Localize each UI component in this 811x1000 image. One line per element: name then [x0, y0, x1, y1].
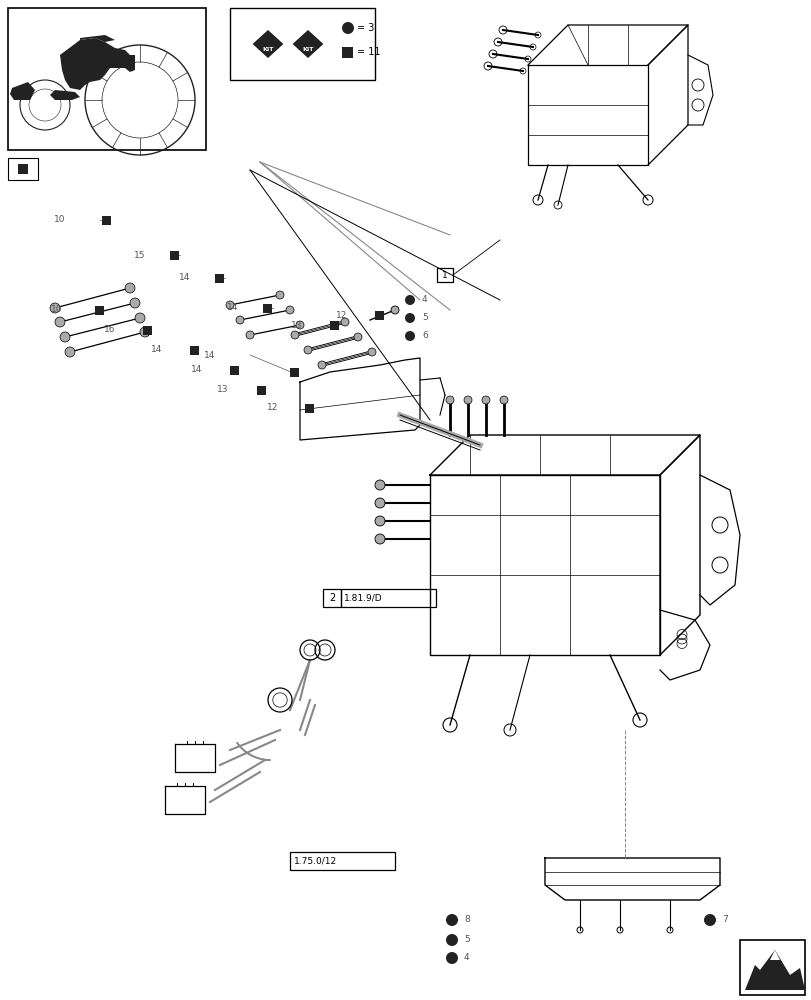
Circle shape [445, 952, 457, 964]
Circle shape [225, 301, 234, 309]
Circle shape [445, 914, 457, 926]
Text: KIT: KIT [262, 47, 273, 52]
Text: 13: 13 [217, 385, 228, 394]
Circle shape [375, 498, 384, 508]
Circle shape [125, 283, 135, 293]
Text: 1.75.0/12: 1.75.0/12 [294, 856, 337, 865]
Circle shape [303, 346, 311, 354]
Circle shape [354, 333, 362, 341]
Text: 13: 13 [290, 320, 302, 330]
Polygon shape [292, 30, 323, 58]
Bar [8, 8, 206, 150]
Text: 10: 10 [50, 306, 62, 314]
Circle shape [375, 534, 384, 544]
Circle shape [463, 396, 471, 404]
Circle shape [445, 396, 453, 404]
Circle shape [139, 327, 150, 337]
Bar [305, 403, 314, 412]
Text: 4: 4 [463, 953, 469, 962]
Circle shape [318, 361, 325, 369]
Circle shape [65, 347, 75, 357]
Text: KIT: KIT [302, 47, 313, 52]
Bar [8, 158, 38, 180]
Text: 5: 5 [463, 935, 470, 944]
Circle shape [367, 348, 375, 356]
Bar [341, 589, 436, 607]
Circle shape [341, 22, 354, 34]
Circle shape [482, 396, 489, 404]
Text: 1.81.9/D: 1.81.9/D [344, 593, 382, 602]
Circle shape [236, 316, 243, 324]
Text: 6: 6 [422, 332, 427, 340]
Text: 7: 7 [721, 915, 727, 924]
Text: 10: 10 [54, 216, 65, 225]
Bar [257, 385, 266, 394]
Circle shape [405, 331, 414, 341]
Bar [290, 367, 299, 376]
Polygon shape [744, 950, 804, 990]
Bar [144, 326, 152, 334]
Text: 16: 16 [103, 326, 115, 334]
Circle shape [500, 396, 508, 404]
Bar [739, 940, 804, 995]
Text: = 11: = 11 [357, 47, 380, 57]
Polygon shape [50, 90, 80, 100]
Polygon shape [80, 35, 115, 42]
Circle shape [375, 516, 384, 526]
Bar [191, 346, 200, 355]
Text: 14: 14 [226, 304, 238, 312]
Text: 14: 14 [150, 346, 162, 355]
Text: 14: 14 [178, 273, 190, 282]
Text: 1: 1 [441, 270, 448, 279]
Circle shape [445, 934, 457, 946]
Bar [230, 365, 239, 374]
Circle shape [276, 291, 284, 299]
Circle shape [246, 331, 254, 339]
Bar [323, 589, 341, 607]
Circle shape [296, 321, 303, 329]
Text: 14: 14 [191, 365, 202, 374]
Bar [96, 306, 105, 314]
Bar [436, 268, 453, 282]
Text: 12: 12 [266, 403, 277, 412]
Circle shape [130, 298, 139, 308]
Bar [290, 852, 394, 870]
Circle shape [405, 295, 414, 305]
Text: 12: 12 [335, 310, 346, 320]
Bar [18, 164, 28, 174]
Circle shape [405, 313, 414, 323]
Text: 15: 15 [133, 250, 145, 259]
Circle shape [341, 318, 349, 326]
Circle shape [60, 332, 70, 342]
Bar [342, 47, 353, 58]
Text: 8: 8 [463, 915, 470, 924]
Circle shape [135, 313, 145, 323]
Bar [264, 304, 272, 312]
Text: 4: 4 [422, 296, 427, 304]
Circle shape [285, 306, 294, 314]
Bar [230, 8, 375, 80]
Circle shape [375, 480, 384, 490]
Text: 14: 14 [204, 351, 215, 360]
Circle shape [50, 303, 60, 313]
Circle shape [55, 317, 65, 327]
Bar [330, 320, 339, 330]
Text: 2: 2 [328, 593, 335, 603]
Bar [102, 216, 111, 225]
Bar [375, 310, 384, 320]
Circle shape [290, 331, 298, 339]
Circle shape [703, 914, 715, 926]
Bar [170, 250, 179, 259]
Text: = 3: = 3 [357, 23, 374, 33]
Polygon shape [60, 38, 135, 90]
Polygon shape [10, 82, 35, 100]
Polygon shape [252, 30, 283, 58]
Text: 5: 5 [422, 314, 427, 322]
Polygon shape [769, 950, 779, 960]
Bar [215, 273, 224, 282]
Circle shape [391, 306, 398, 314]
